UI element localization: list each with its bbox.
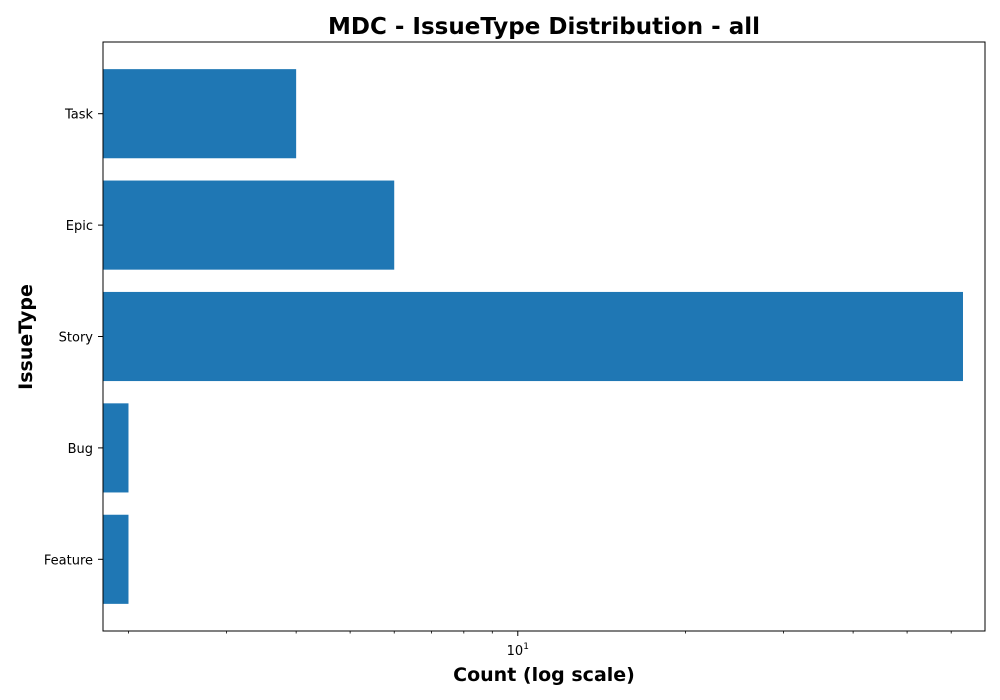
y-tick-label: Epic xyxy=(66,219,93,234)
chart-title: MDC - IssueType Distribution - all xyxy=(328,14,760,40)
y-axis-label: IssueType xyxy=(15,284,37,390)
x-axis-label: Count (log scale) xyxy=(453,664,635,686)
y-tick-label: Task xyxy=(64,108,94,123)
bar-story xyxy=(103,291,963,382)
y-tick-label: Bug xyxy=(68,442,93,457)
bar-epic xyxy=(103,180,395,270)
bar-feature xyxy=(103,514,129,604)
x-axis-ticks: 101 xyxy=(128,631,952,659)
bar-bug xyxy=(103,403,129,493)
y-tick-label: Feature xyxy=(44,553,93,568)
y-axis-ticks: Feature Bug Story Epic Task xyxy=(44,108,103,568)
bars xyxy=(103,69,963,604)
bar-task xyxy=(103,69,297,159)
y-tick-label: Story xyxy=(59,331,94,346)
x-tick-label: 101 xyxy=(507,642,529,659)
